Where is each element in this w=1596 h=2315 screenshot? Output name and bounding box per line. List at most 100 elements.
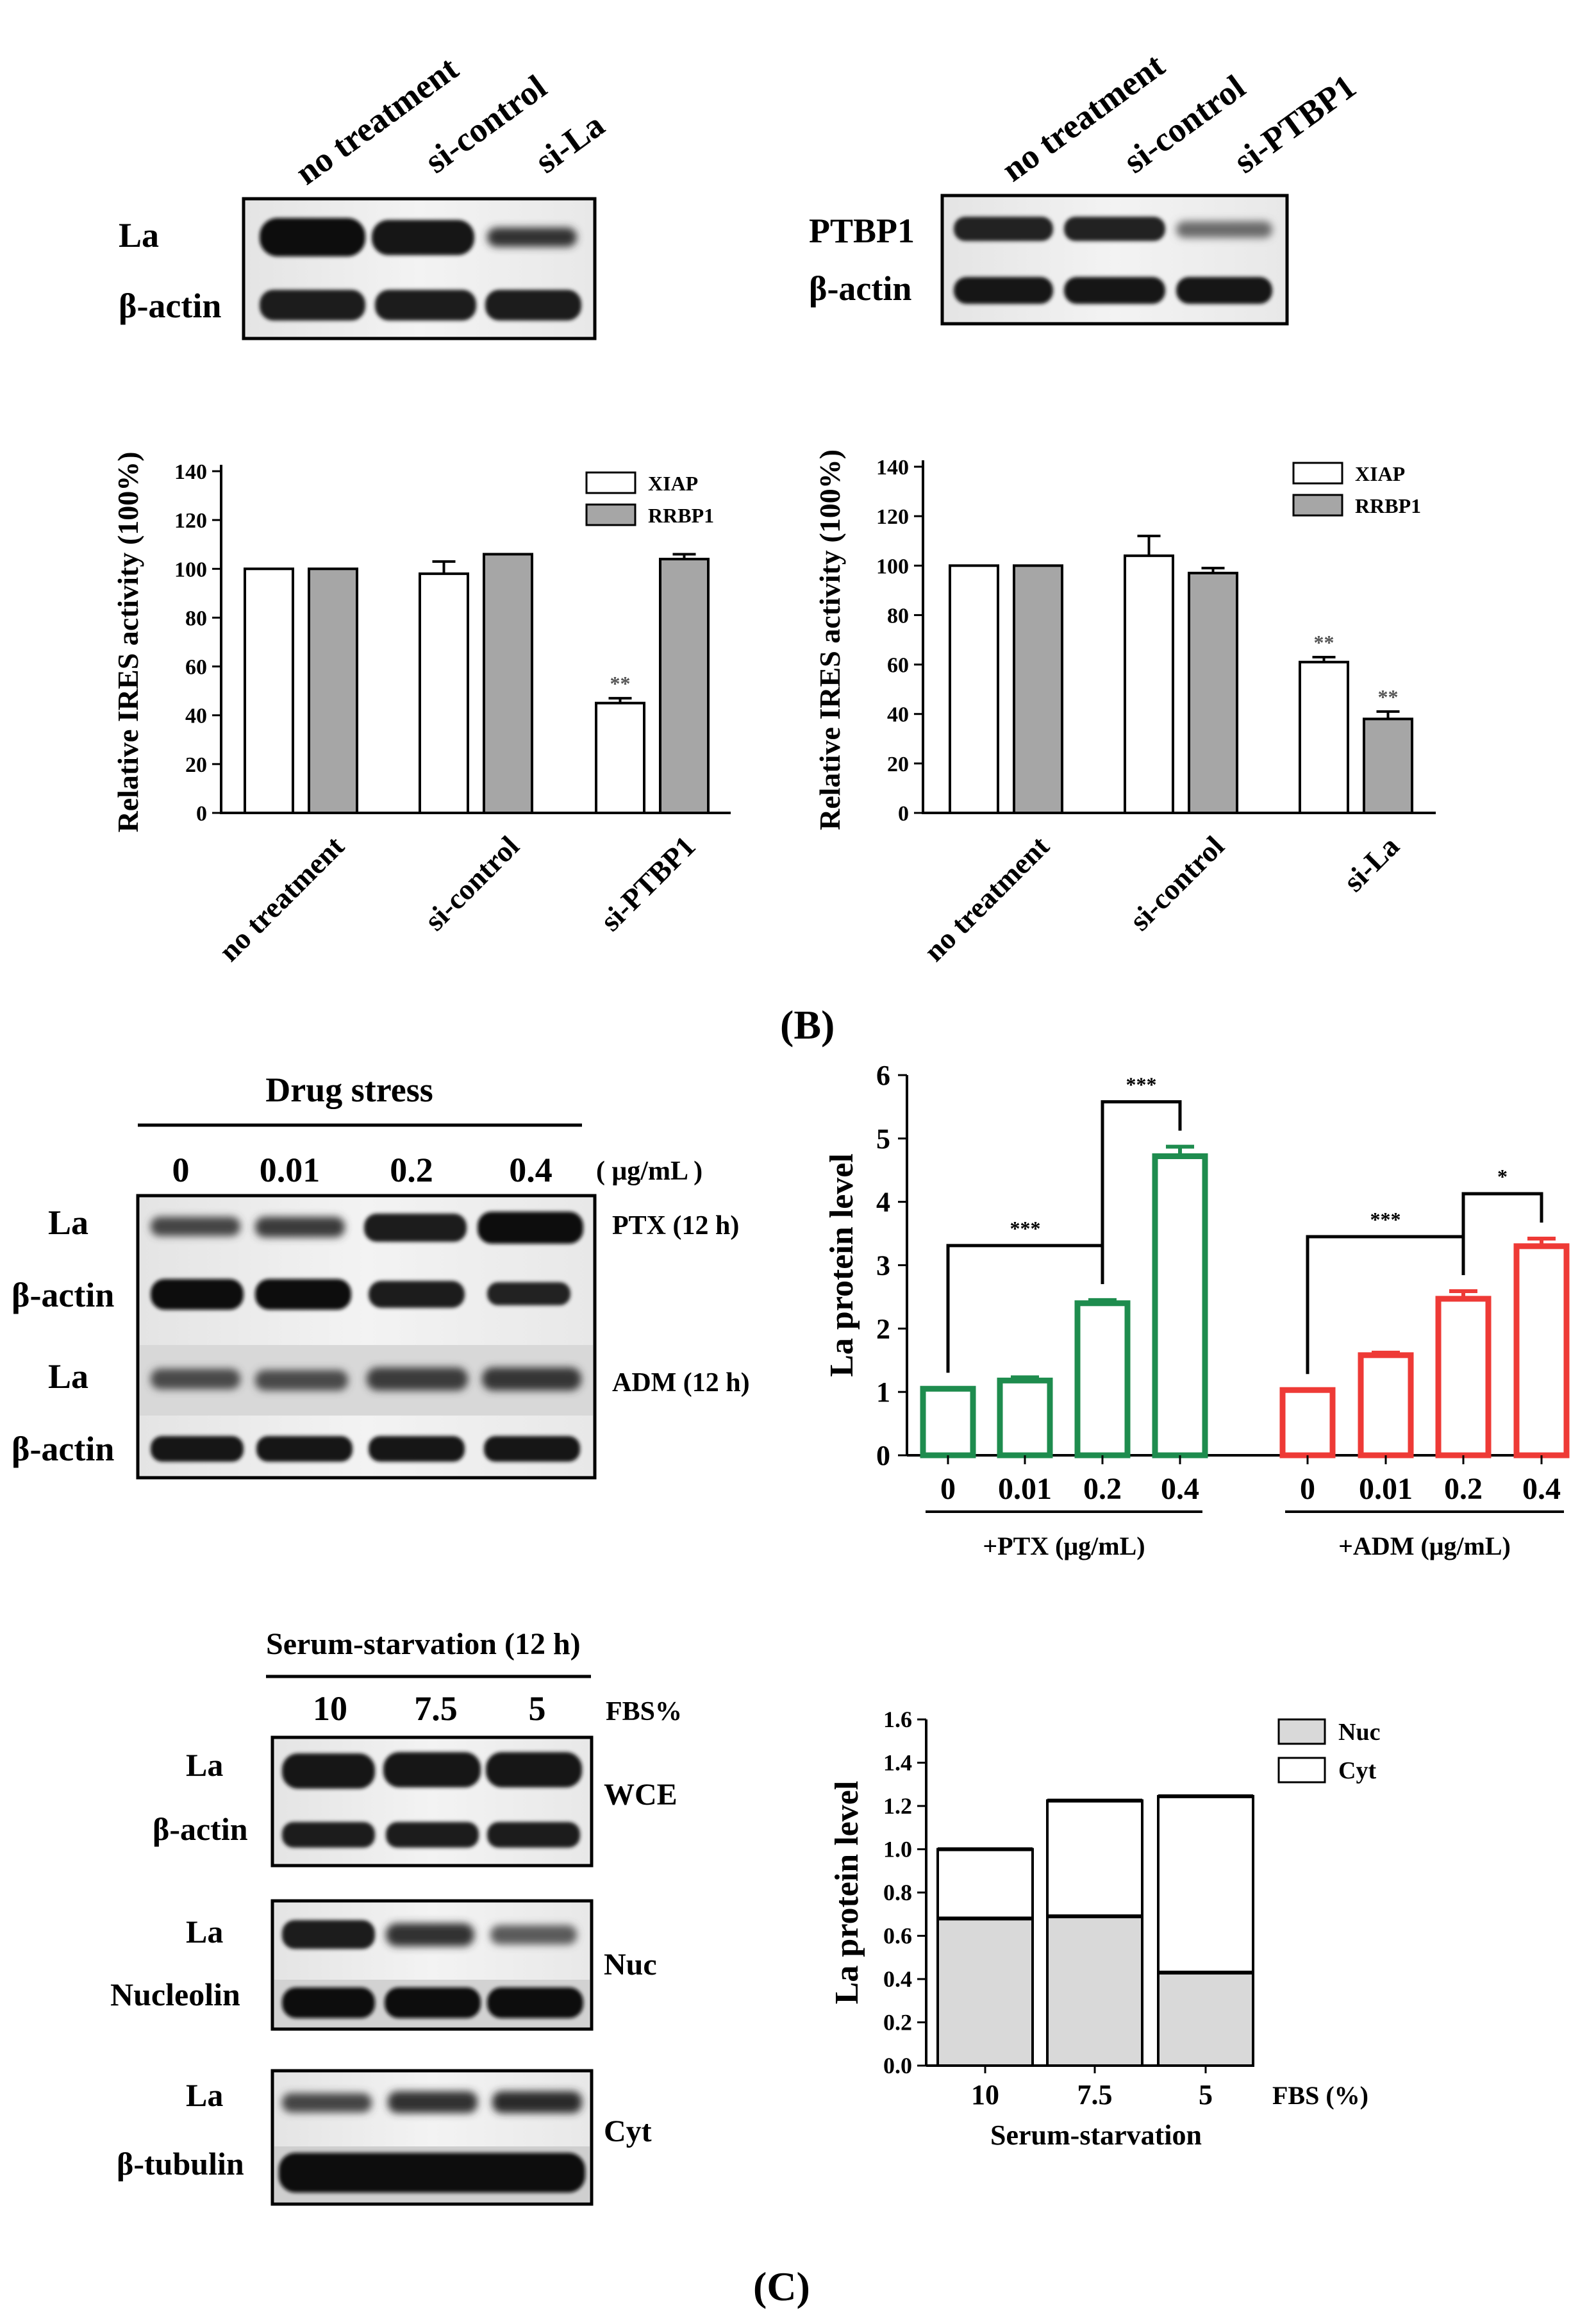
serum-row-label: La bbox=[186, 2077, 223, 2113]
band bbox=[282, 1753, 375, 1789]
band bbox=[255, 1370, 348, 1391]
panel-label-b: (B) bbox=[780, 1002, 835, 1048]
y-tick-label: 40 bbox=[185, 705, 207, 728]
bar bbox=[419, 572, 469, 815]
band bbox=[386, 1822, 479, 1848]
y-tick-label: 120 bbox=[174, 509, 207, 533]
band bbox=[490, 1925, 577, 1944]
band bbox=[385, 1987, 481, 2018]
serum-row-label: La bbox=[186, 1747, 223, 1783]
blotA-bands bbox=[260, 218, 581, 321]
blot-drug-stress: Drug stress 0 0.01 0.2 0.4 ( μg/mL ) La … bbox=[12, 1071, 750, 1480]
serum-lane-label: 10 bbox=[313, 1689, 347, 1728]
drug-side-label: PTX (12 h) bbox=[612, 1211, 739, 1241]
x-tick-label: 0.2 bbox=[1083, 1472, 1122, 1506]
y-tick-label: 60 bbox=[887, 654, 909, 678]
drug-dose: 0.01 bbox=[260, 1151, 320, 1189]
y-tick-label: 0 bbox=[196, 802, 207, 826]
y-tick-label: 100 bbox=[174, 558, 207, 581]
y-tick-label: 0.2 bbox=[883, 2010, 912, 2035]
x-tick-label: 0 bbox=[940, 1472, 956, 1506]
bar bbox=[1513, 1243, 1570, 1458]
blotB-lane-label: si-PTBP1 bbox=[1227, 67, 1363, 180]
legend-label: RRBP1 bbox=[648, 504, 714, 527]
bar bbox=[483, 553, 533, 814]
significance-label: *** bbox=[1010, 1217, 1041, 1240]
chart-drug-stress: 0 1 2 3 4 5 6 La protein level 0 0.01 0.2 0.4 +PTX (… bbox=[824, 1060, 1570, 1560]
drug-dose-unit: ( μg/mL ) bbox=[596, 1157, 702, 1186]
bar-segment bbox=[1046, 1799, 1143, 1918]
chart-ires-la: 0 20 40 60 80 100 120 140 Relative IRES activity… bbox=[813, 449, 1436, 967]
x-tick-label: 0.01 bbox=[1359, 1472, 1413, 1506]
serum-lane-label: 7.5 bbox=[414, 1689, 458, 1728]
serum-row-label: La bbox=[186, 1914, 223, 1950]
y-axis-label: La protein level bbox=[824, 1153, 860, 1377]
x-tick-label: 10 bbox=[971, 2079, 999, 2110]
band bbox=[256, 1436, 353, 1462]
y-tick-label: 140 bbox=[876, 456, 909, 480]
drug-dose: 0.2 bbox=[390, 1151, 433, 1189]
y-axis-label: Relative IRES activity (100%) bbox=[112, 451, 144, 832]
bar-segment bbox=[1157, 1971, 1254, 2067]
serum-row-label: β-tubulin bbox=[117, 2146, 244, 2182]
legend-swatch bbox=[1277, 1757, 1326, 1784]
x-category-label: no treatment bbox=[212, 830, 351, 968]
significance-label: *** bbox=[1370, 1208, 1401, 1231]
y-axis-label: Relative IRES activity (100%) bbox=[813, 449, 846, 830]
y-tick-label: 0 bbox=[876, 1440, 890, 1471]
bar bbox=[659, 558, 710, 814]
band bbox=[482, 1367, 581, 1391]
band bbox=[260, 218, 365, 256]
bar bbox=[595, 701, 645, 815]
bar bbox=[1435, 1296, 1492, 1458]
band bbox=[282, 1920, 375, 1949]
x-tick-label: 0.4 bbox=[1161, 1472, 1199, 1506]
serum-lane-label: 5 bbox=[529, 1689, 546, 1728]
band bbox=[372, 220, 474, 255]
band bbox=[151, 1217, 240, 1236]
bar-segment bbox=[1157, 1794, 1254, 1974]
x-tick-label: 0 bbox=[1300, 1472, 1315, 1506]
band bbox=[282, 2093, 372, 2112]
band bbox=[478, 1212, 583, 1244]
significance-label: * bbox=[1497, 1165, 1508, 1188]
y-tick-label: 0.6 bbox=[883, 1923, 912, 1949]
blotB-row-label: β-actin bbox=[809, 269, 911, 308]
bar bbox=[920, 1385, 976, 1458]
panel-label-c: (C) bbox=[753, 2264, 810, 2309]
y-tick-label: 0.8 bbox=[883, 1880, 912, 1905]
x-category-label: si-control bbox=[1123, 830, 1230, 937]
bar bbox=[997, 1377, 1053, 1458]
blot-ptbp1-knockdown: no treatment si-control si-PTBP1 PTBP1 β… bbox=[809, 46, 1363, 326]
significance-label: ** bbox=[1378, 685, 1399, 708]
y-tick-label: 40 bbox=[887, 703, 909, 727]
bar-segment bbox=[936, 1917, 1034, 2067]
y-tick-label: 0.4 bbox=[883, 1966, 912, 1992]
drug-row-label: β-actin bbox=[12, 1430, 114, 1468]
band bbox=[383, 1752, 481, 1787]
band bbox=[1064, 277, 1165, 304]
x-category-label: si-PTBP1 bbox=[594, 830, 702, 937]
significance-bracket bbox=[1101, 1100, 1182, 1284]
band bbox=[255, 1217, 345, 1237]
bar bbox=[949, 564, 999, 814]
x-tick-label: 7.5 bbox=[1077, 2079, 1113, 2110]
y-tick-label: 6 bbox=[876, 1060, 890, 1091]
bar bbox=[244, 567, 294, 814]
y-tick-label: 80 bbox=[185, 606, 207, 630]
band bbox=[487, 1987, 583, 2018]
band bbox=[492, 2091, 582, 2113]
y-tick-label: 100 bbox=[876, 555, 909, 578]
chart-serum-starvation: 0.0 0.2 0.4 0.6 0.8 1.0 1.2 1.4 1.6 La protein le… bbox=[829, 1707, 1380, 2151]
blotB-bands bbox=[954, 217, 1272, 304]
legend-label: XIAP bbox=[1355, 462, 1405, 485]
x-tick-label: 5 bbox=[1199, 2079, 1213, 2110]
drug-row-label: La bbox=[48, 1357, 88, 1396]
bar-segment bbox=[1046, 1915, 1143, 2067]
y-tick-label: 1.2 bbox=[883, 1793, 912, 1819]
drug-dose: 0 bbox=[172, 1151, 190, 1189]
serum-blot-title: Serum-starvation (12 h) bbox=[266, 1627, 581, 1661]
x-unit-label: FBS (%) bbox=[1272, 2081, 1368, 2110]
band bbox=[255, 1279, 351, 1310]
